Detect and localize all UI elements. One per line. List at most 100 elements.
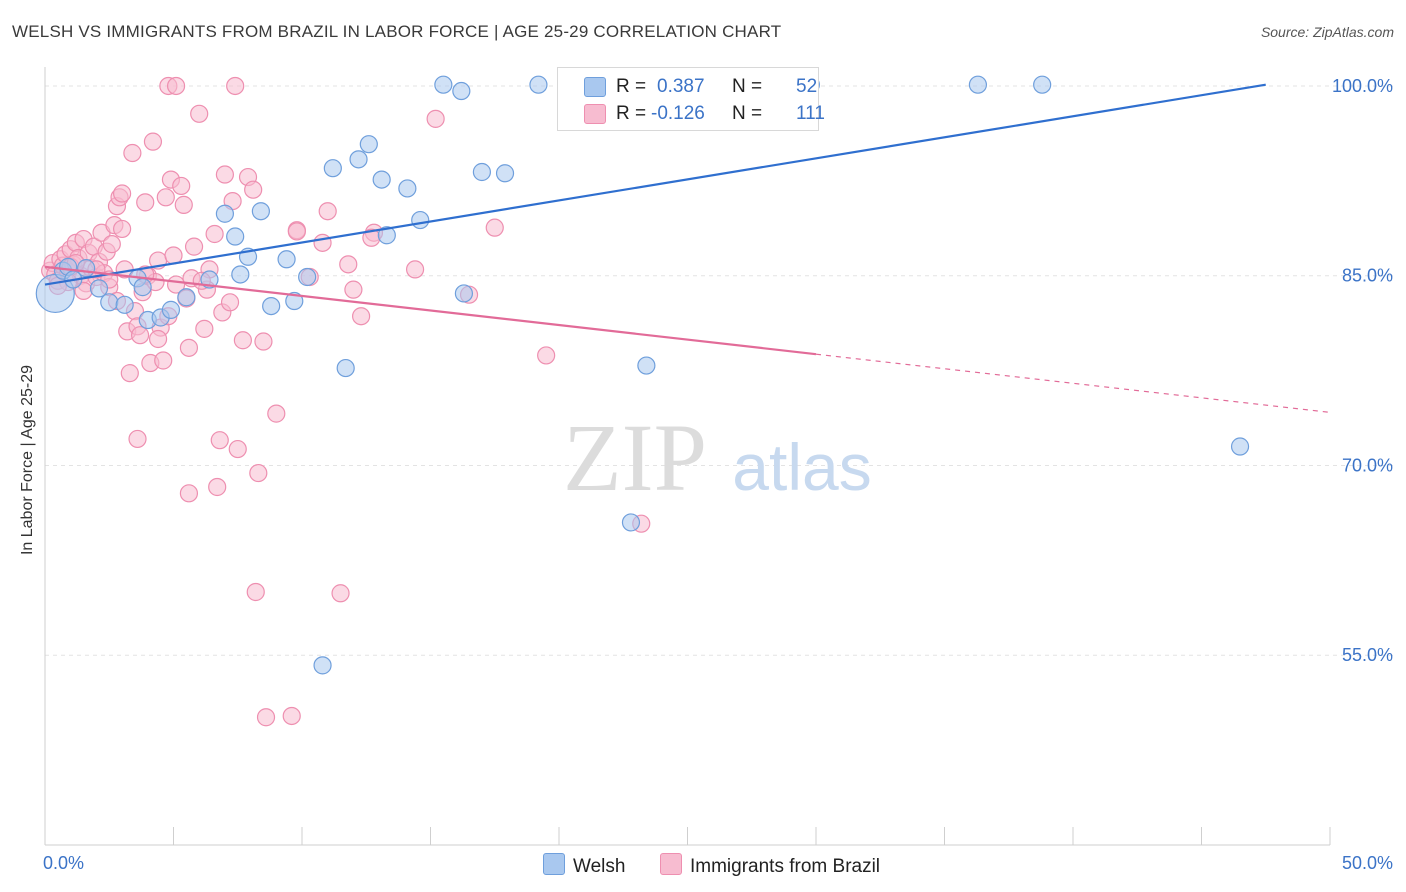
axes [44,67,1331,846]
welsh-point [100,293,119,312]
brazil-r-value: -0.126 [651,103,705,124]
brazil-point [205,224,224,244]
welsh-point [529,75,548,94]
welsh-point [1230,437,1250,456]
welsh-point [372,170,391,189]
watermark: ZIP atlas [563,404,872,511]
brazil-point [179,484,199,503]
bottom-welsh-swatch [543,853,565,875]
brazil-point [195,319,214,338]
brazil-point [267,404,286,423]
welsh-point [637,356,656,375]
brazil-point [244,180,263,199]
brazil-point [130,326,150,345]
brazil-point [485,218,504,237]
brazil-point [339,255,358,274]
brazil-point [215,165,234,184]
bottom-welsh-label: Welsh [573,856,626,877]
brazil-point [233,331,252,350]
welsh-point [313,656,332,675]
bottom-brazil-label: Immigrants from Brazil [690,856,881,877]
welsh-point [621,513,641,532]
welsh-point [115,295,134,314]
welsh-point [968,75,988,94]
brazil-point [102,235,121,254]
welsh-n-value: 52 [796,76,818,97]
y-tick-label: 55.0% [1342,645,1393,665]
chart-source: Source: ZipAtlas.com [1260,24,1394,40]
brazil-point [148,329,168,349]
brazil-point [228,439,247,459]
brazil-point [112,219,132,239]
welsh-r-value: 0.387 [657,76,705,97]
welsh-point [452,81,471,101]
brazil-point [123,143,142,163]
brazil-point [344,280,363,299]
tick-labels: 55.0% 70.0% 85.0% 100.0% 0.0% 50.0% [43,76,1393,873]
welsh-trend-line [44,83,1266,286]
welsh-r-label: R = [616,76,647,97]
y-tick-label: 100.0% [1332,76,1393,96]
welsh-point [336,358,355,378]
x-tick-label: 50.0% [1342,853,1393,873]
brazil-point [226,76,245,96]
welsh-point [1033,75,1052,94]
welsh-point [262,296,281,316]
bottom-brazil-swatch [660,853,682,875]
welsh-point [472,162,491,182]
welsh-point [161,300,181,319]
brazil-r-label: R = [616,103,647,124]
brazil-point [208,477,227,497]
brazil-point [282,706,301,726]
watermark-zip: ZIP [563,404,707,511]
welsh-n-label: N = [732,76,763,97]
welsh-point [89,279,109,298]
brazil-point [184,237,204,256]
brazil-points [41,76,651,727]
welsh-point [177,288,196,307]
welsh-point [359,135,378,154]
welsh-point [77,259,96,278]
brazil-point [172,176,191,196]
welsh-point [277,250,296,269]
welsh-point [377,226,396,245]
y-tick-label: 70.0% [1342,455,1393,475]
welsh-point [285,291,304,311]
welsh-point [251,202,270,221]
brazil-point [112,184,132,203]
brazil-point [220,293,240,312]
chart-title: WELSH VS IMMIGRANTS FROM BRAZIL IN LABOR… [12,22,782,41]
brazil-trend-line [44,265,817,356]
brazil-point [143,132,163,151]
x-tick-label: 0.0% [43,853,84,873]
welsh-swatch [584,77,606,97]
welsh-point [231,265,250,284]
brazil-point [313,233,332,252]
welsh-points [35,75,1250,675]
trend-lines [44,83,1331,413]
welsh-point [133,278,152,297]
y-axis-label: In Labor Force | Age 25-29 [19,364,36,556]
brazil-point [136,193,155,212]
brazil-point [537,346,556,365]
brazil-point [254,332,273,351]
brazil-point [156,188,175,207]
brazil-point [164,246,183,265]
welsh-point [298,267,317,287]
brazil-point [128,429,147,449]
brazil-point [166,76,186,96]
welsh-point [323,159,342,178]
welsh-point [454,284,474,303]
welsh-point [495,164,515,183]
brazil-point [246,582,265,602]
brazil-point [154,351,173,370]
welsh-point [349,150,368,169]
brazil-point [174,195,193,214]
brazil-point [249,463,268,483]
brazil-point [331,584,350,603]
brazil-n-label: N = [732,103,763,124]
welsh-point [226,227,245,246]
correlation-legend: R = 0.387 N = 52 R = -0.126 N = 111 [557,67,825,131]
brazil-point [120,364,139,383]
